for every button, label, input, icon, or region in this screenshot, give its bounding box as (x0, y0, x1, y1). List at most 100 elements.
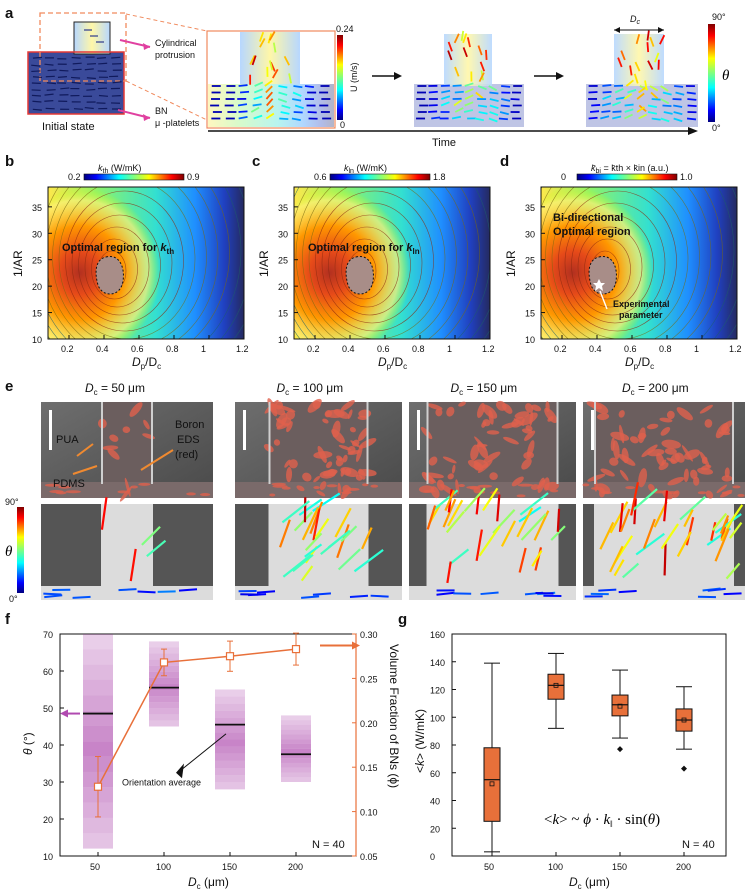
phi-line (97, 648, 297, 788)
boron-flake (531, 484, 539, 491)
boron-flake (721, 491, 732, 495)
boron-flake (516, 494, 526, 498)
right-arrowhead (352, 641, 360, 650)
region-label: Bi-directional (553, 212, 623, 224)
theta-band (83, 695, 113, 711)
boron-flake (609, 457, 619, 466)
boron-flake (600, 491, 612, 495)
platelet (431, 116, 441, 120)
boron-flake (281, 486, 291, 490)
box (547, 673, 565, 700)
platelet (475, 495, 480, 515)
platelet (501, 98, 511, 102)
theta-band (215, 753, 245, 761)
platelet (477, 85, 487, 91)
contour-line (558, 190, 677, 332)
platelet (307, 111, 317, 114)
platelet (478, 525, 501, 557)
theta-band (149, 714, 179, 721)
boron-flake (313, 486, 320, 490)
boron-flake (496, 400, 507, 411)
theta-band (83, 833, 113, 849)
platelet (327, 529, 351, 549)
platelet (479, 61, 486, 72)
platelet (298, 498, 323, 516)
platelet (477, 104, 488, 108)
platelet (556, 508, 561, 532)
x-tick-label: 0.2 (554, 344, 567, 354)
contour-line (541, 187, 723, 339)
platelet (646, 42, 650, 53)
boron-flake (681, 445, 694, 462)
theta-band (149, 641, 179, 648)
platelet (283, 55, 290, 66)
frame-3-platelets (588, 30, 697, 123)
platelet (237, 103, 248, 107)
platelet (447, 50, 453, 61)
boron-flake (525, 403, 534, 413)
platelet (659, 34, 666, 45)
boron-flake (737, 493, 745, 497)
contour-line (302, 187, 457, 339)
platelet (489, 111, 499, 116)
y-axis-label: 1/AR (257, 250, 271, 277)
platelet (436, 591, 455, 596)
y-tick-label: 30 (525, 229, 535, 239)
platelet (624, 103, 634, 107)
y2-tick-label: 0.30 (360, 630, 378, 640)
boron-flake (65, 490, 81, 494)
boron-flake (325, 409, 345, 419)
theta-band (83, 679, 113, 696)
platelet (447, 499, 464, 527)
platelet (630, 482, 640, 516)
platelet (254, 81, 264, 87)
platelet (253, 88, 263, 94)
scale-bar (591, 410, 594, 450)
platelet (111, 56, 121, 59)
plot-frame (293, 186, 491, 340)
platelet (591, 104, 601, 107)
contour-line (295, 187, 469, 339)
boron-flake (423, 489, 436, 493)
platelet (638, 113, 648, 120)
platelet (259, 37, 266, 48)
theta-band (83, 664, 113, 680)
theta-band (83, 634, 113, 650)
platelet (304, 532, 323, 551)
boron-flake (436, 479, 445, 491)
platelet (442, 498, 457, 528)
platelet (519, 492, 549, 516)
velocity-colorbar (337, 35, 343, 120)
y-tick-label: 40 (43, 741, 53, 751)
boron-flake (526, 440, 535, 458)
theta-band (215, 760, 245, 768)
boron-flake (638, 427, 646, 444)
y-tick-label: 35 (278, 203, 288, 213)
y2-tick-label: 0.05 (360, 852, 378, 862)
platelet (279, 117, 289, 121)
platelet (349, 594, 369, 598)
theta-band (149, 677, 179, 684)
frame-1-platelets (210, 31, 332, 121)
theta-band (215, 689, 245, 697)
theta-band (281, 772, 311, 778)
y2-tick-label: 0.10 (360, 808, 378, 818)
boron-flake (342, 454, 348, 463)
y-tick-label: 140 (430, 658, 445, 668)
boron-flake (273, 439, 281, 446)
boron-flake (349, 427, 356, 433)
boron-flake (619, 469, 629, 481)
boron-flake (428, 456, 438, 466)
boron-flake (271, 482, 286, 486)
boron-flake (435, 408, 443, 417)
scale-bar (49, 410, 52, 450)
boron-flake (482, 404, 498, 419)
boron-flake (666, 410, 675, 420)
platelet (361, 527, 373, 550)
region-label: Optimal region for kth (62, 242, 174, 256)
contour-line (564, 202, 666, 324)
platelet (660, 523, 679, 550)
platelet (426, 505, 437, 530)
platelet (518, 547, 527, 573)
